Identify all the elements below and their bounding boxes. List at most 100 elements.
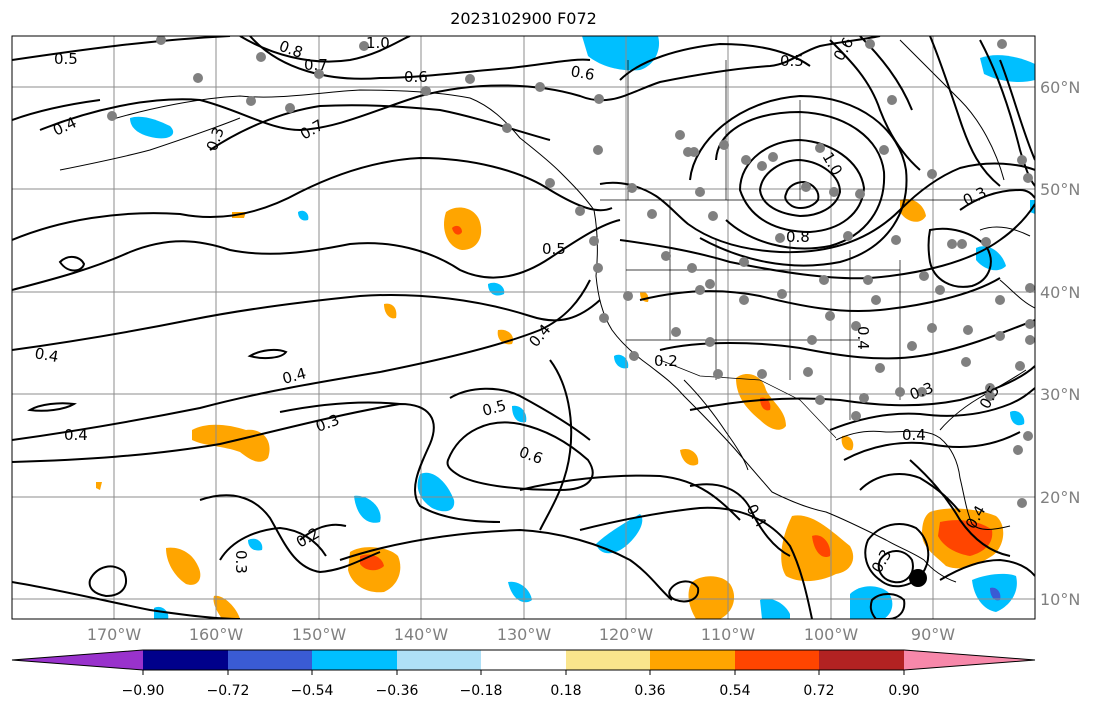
shade-negative-patch (298, 210, 309, 221)
colorbar-tick-label: −0.72 (207, 683, 250, 699)
coastlines (59, 39, 1035, 583)
colorbar-seg (143, 650, 228, 670)
contour-label: 0.7 (297, 116, 327, 144)
shade-negative-patch (417, 472, 455, 512)
contour-lines (12, 36, 1035, 619)
lat-label: 10°N (1040, 590, 1080, 609)
contour-label: 0.7 (304, 56, 328, 74)
shade-negative-patch (508, 581, 532, 603)
contour-label: 0.4 (64, 426, 88, 444)
contour-label: 0.4 (854, 326, 872, 350)
shade-positive-core (812, 535, 831, 558)
colorbar-tick-label: −0.90 (122, 683, 165, 699)
contour-label: 0.3 (232, 550, 250, 574)
shade-negative-patch (582, 36, 660, 71)
shade-negative-patch (488, 282, 505, 296)
colorbar-seg (819, 650, 904, 670)
lon-label: 140°W (394, 625, 449, 644)
station-markers (107, 36, 1035, 508)
lon-label: 120°W (599, 625, 654, 644)
shade-positive-patch (384, 303, 397, 319)
contour-label: 0.4 (33, 344, 60, 366)
lon-label: 100°W (804, 625, 859, 644)
lon-label: 160°W (189, 625, 244, 644)
shade-positive-patch (96, 482, 102, 490)
shaded-anomaly-layer (96, 36, 1035, 619)
colorbar-tick-label: −0.18 (460, 683, 503, 699)
colorbar-seg (481, 650, 566, 670)
contour-label: 0.5 (780, 52, 804, 70)
colorbar-tick-label: 0.90 (888, 683, 919, 699)
colorbar-seg (312, 650, 397, 670)
contour-label: 0.6 (569, 62, 596, 84)
colorbar-tick-label: 0.72 (803, 683, 834, 699)
contour-label: 0.6 (404, 68, 428, 86)
lon-label: 130°W (497, 625, 552, 644)
shade-positive-core (452, 225, 462, 235)
contour-label: 0.3 (907, 379, 936, 404)
colorbar-seg (397, 650, 481, 670)
shade-negative-patch (248, 538, 263, 551)
lon-label: 90°W (911, 625, 955, 644)
shade-negative-patch (980, 55, 1035, 82)
colorbar-tick-label: 0.18 (550, 683, 581, 699)
shade-positive-patch (213, 595, 240, 619)
shade-negative-patch (614, 354, 629, 369)
lat-label: 60°N (1040, 78, 1080, 97)
lon-label: 150°W (292, 625, 347, 644)
contour-label: 0.6 (830, 34, 858, 64)
lon-label: 110°W (701, 625, 756, 644)
colorbar-tick-label: 0.36 (634, 683, 665, 699)
colorbar: −0.90 −0.72 −0.54 −0.36 −0.18 0.18 0.36 … (11, 649, 1036, 699)
shade-negative-patch (856, 602, 869, 615)
contour-label: 1.0 (366, 34, 390, 52)
shade-negative-patch (512, 405, 527, 423)
graticule (12, 36, 1035, 619)
contour-label: 0.4 (743, 501, 771, 531)
shade-negative-patch (990, 587, 1001, 601)
colorbar-seg (735, 650, 819, 670)
shade-positive-patch (688, 576, 735, 619)
colorbar-tick-label: −0.54 (291, 683, 334, 699)
colorbar-tick-label: 0.54 (719, 683, 750, 699)
storm-center-marker (909, 569, 927, 587)
colorbar-tick-label: −0.36 (376, 683, 419, 699)
latitude-labels: 60°N 50°N 40°N 30°N 20°N 10°N (1040, 78, 1080, 609)
shade-positive-patch (166, 547, 201, 585)
shade-positive-patch (192, 424, 270, 462)
shade-positive-patch (443, 207, 482, 250)
lon-label: 170°W (87, 625, 142, 644)
map-title: 2023102900 F072 (450, 9, 597, 28)
colorbar-seg (566, 650, 650, 670)
contour-label: 0.5 (54, 50, 78, 68)
contour-label: 0.3 (960, 183, 989, 209)
contour-label: 0.5 (480, 396, 508, 420)
shade-positive-patch (841, 435, 854, 451)
contour-label: 0.5 (542, 240, 566, 258)
colorbar-seg (904, 650, 1035, 670)
shade-positive-core (938, 520, 993, 556)
contour-label: 0.2 (654, 352, 678, 370)
colorbar-seg (650, 650, 735, 670)
shade-negative-patch (596, 514, 643, 554)
contour-label: 0.3 (313, 411, 342, 436)
lat-label: 50°N (1040, 180, 1080, 199)
lat-label: 40°N (1040, 283, 1080, 302)
contour-label: 0.6 (517, 443, 546, 468)
shade-negative-patch (760, 598, 790, 619)
contour-labels: 0.5 0.8 0.7 1.0 0.6 0.6 0.5 0.6 0.4 0.7 … (33, 34, 1003, 576)
shade-negative-patch (1010, 410, 1025, 426)
shade-negative-patch (154, 606, 169, 619)
colorbar-seg (228, 650, 312, 670)
shade-negative-patch (354, 495, 381, 523)
shade-positive-patch (680, 448, 699, 466)
lat-label: 30°N (1040, 385, 1080, 404)
map-frame (11, 35, 1036, 620)
political-borders (600, 60, 980, 439)
contour-label: 0.8 (786, 228, 810, 246)
shade-negative-patch (130, 116, 174, 139)
longitude-labels: 170°W 160°W 150°W 140°W 130°W 120°W 110°… (87, 625, 955, 644)
colorbar-seg (12, 650, 143, 670)
contour-label: 0.4 (902, 426, 926, 444)
